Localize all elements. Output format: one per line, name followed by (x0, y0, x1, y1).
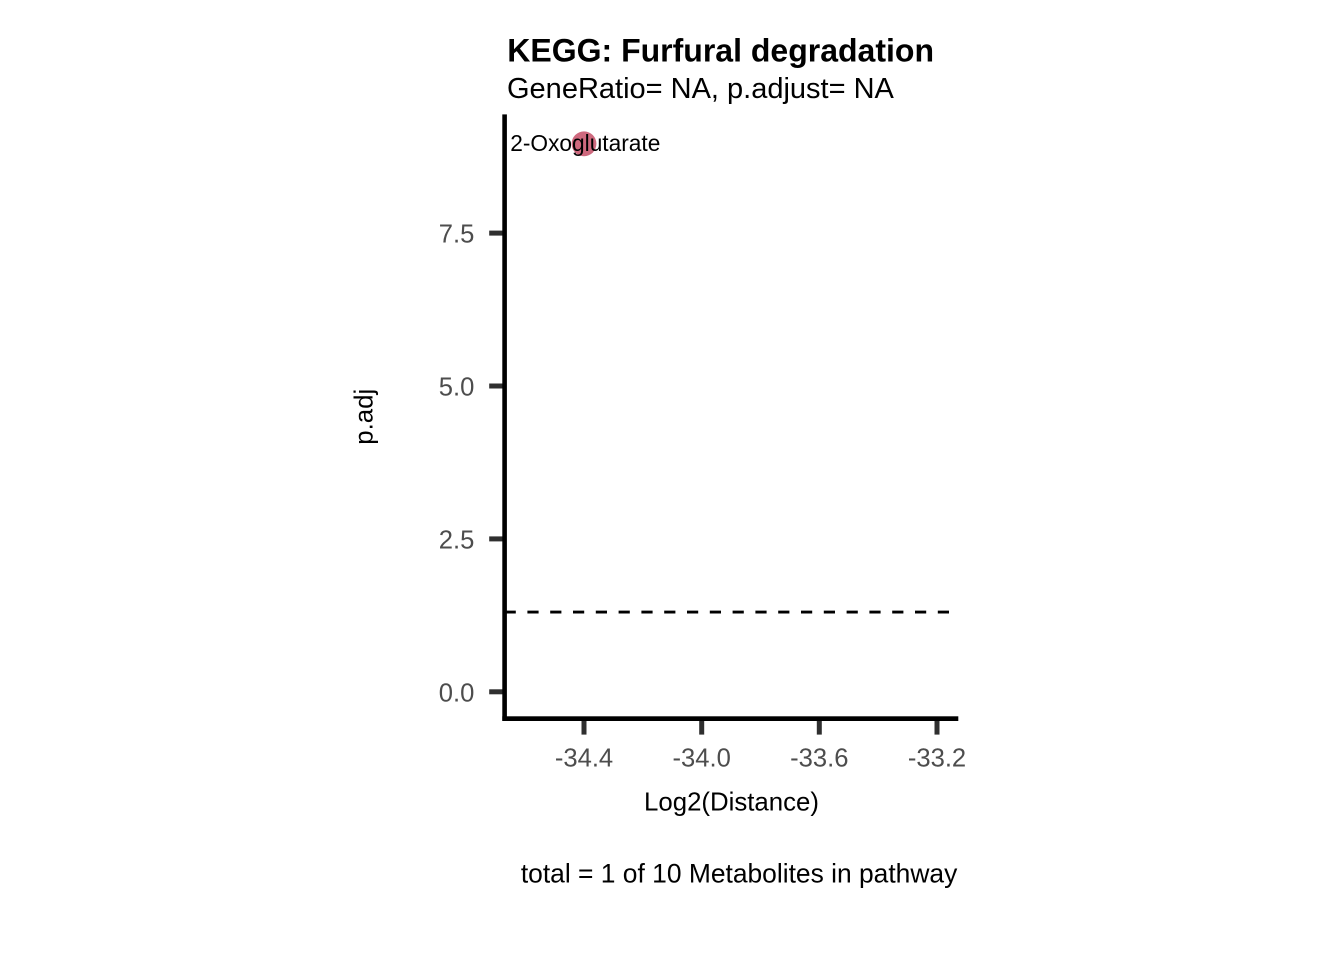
svg-text:0.0: 0.0 (439, 679, 475, 707)
svg-text:7.5: 7.5 (439, 221, 475, 249)
svg-text:-33.6: -33.6 (790, 745, 848, 773)
svg-text:KEGG: Furfural degradation: KEGG: Furfural degradation (507, 33, 934, 69)
svg-text:-34.0: -34.0 (673, 745, 731, 773)
svg-text:Log2(Distance): Log2(Distance) (644, 789, 819, 817)
svg-text:-33.2: -33.2 (908, 745, 966, 773)
svg-text:-34.4: -34.4 (555, 745, 613, 773)
svg-text:p.adj: p.adj (350, 389, 378, 445)
svg-text:5.0: 5.0 (439, 374, 475, 402)
svg-text:2-Oxoglutarate: 2-Oxoglutarate (510, 130, 660, 156)
svg-text:GeneRatio= NA, p.adjust= NA: GeneRatio= NA, p.adjust= NA (507, 73, 895, 105)
svg-text:2.5: 2.5 (439, 527, 475, 555)
svg-text:total = 1 of 10 Metabolites in: total = 1 of 10 Metabolites in pathway (521, 859, 958, 889)
